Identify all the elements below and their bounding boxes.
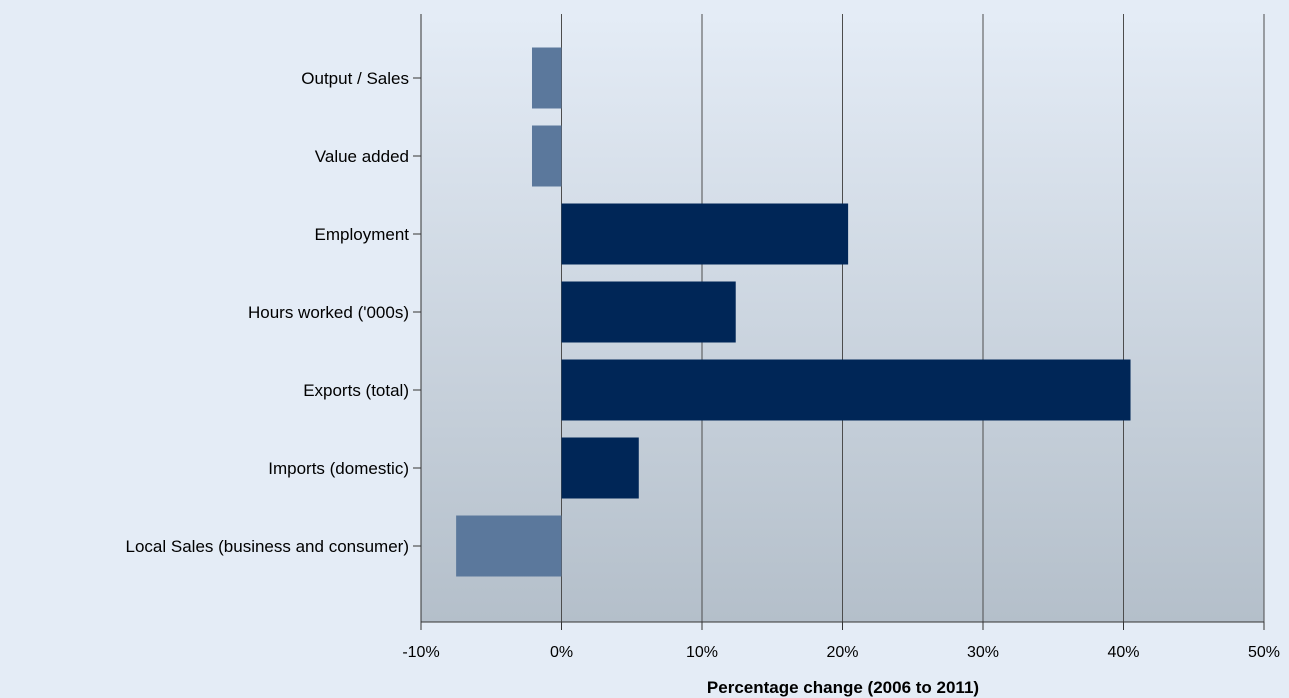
x-tick-label: -10% (402, 644, 439, 661)
category-label: Local Sales (business and consumer) (126, 537, 409, 556)
category-label: Hours worked ('000s) (248, 303, 409, 322)
category-label: Output / Sales (301, 69, 409, 88)
category-label: Employment (315, 225, 410, 244)
category-label: Imports (domestic) (268, 459, 409, 478)
x-tick-label: 10% (686, 644, 718, 661)
bar (561, 437, 639, 499)
x-axis-title: Percentage change (2006 to 2011) (707, 678, 979, 697)
x-tick-label: 0% (550, 644, 573, 661)
category-labels: Output / Sales Value added Employment Hours… (126, 69, 421, 556)
bar (456, 515, 562, 577)
x-tick-label: 50% (1248, 644, 1280, 661)
bar (531, 125, 562, 187)
bar (561, 359, 1131, 421)
x-tick-label: 30% (967, 644, 999, 661)
x-tick-labels: -10% 0% 10% 20% 30% 40% 50% (402, 644, 1280, 661)
bar (561, 203, 849, 265)
category-label: Value added (315, 147, 409, 166)
category-label: Exports (total) (303, 381, 409, 400)
bar (561, 281, 736, 343)
bars (456, 47, 1131, 577)
bar (531, 47, 562, 109)
axes (420, 14, 1264, 623)
x-tick-label: 20% (826, 644, 858, 661)
x-tick-label: 40% (1107, 644, 1139, 661)
